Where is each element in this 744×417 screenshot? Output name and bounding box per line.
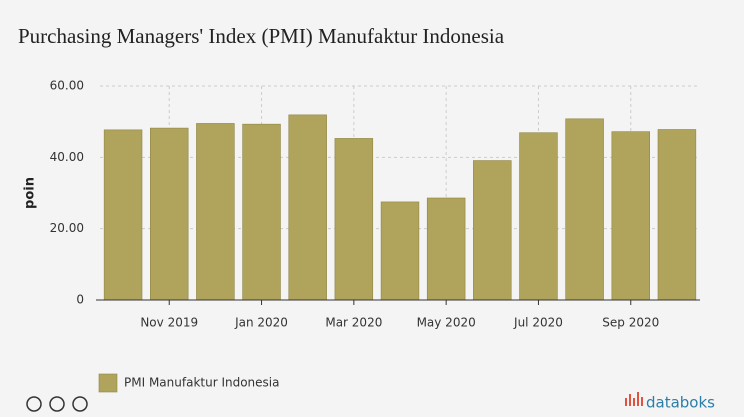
- chart-title: Purchasing Managers' Index (PMI) Manufak…: [18, 24, 505, 48]
- y-tick-label: 20.00: [50, 221, 84, 235]
- bar: [426, 197, 466, 301]
- x-tick-label: Nov 2019: [140, 316, 198, 330]
- bar: [380, 201, 420, 301]
- bar: [473, 160, 512, 301]
- cc-icons: [26, 396, 88, 412]
- bar: [150, 127, 189, 301]
- y-axis-label: poin: [23, 177, 38, 209]
- bar: [196, 123, 235, 301]
- y-tick-label: 40.00: [50, 150, 84, 164]
- x-tick-label: Jul 2020: [513, 316, 563, 330]
- y-tick-label: 0: [76, 293, 84, 307]
- legend-label: PMI Manufaktur Indonesia: [124, 376, 279, 390]
- x-tick-label: Sep 2020: [602, 316, 659, 330]
- x-tick-label: Mar 2020: [325, 316, 382, 330]
- bar: [611, 131, 650, 301]
- bar: [565, 118, 604, 301]
- x-tick-label: May 2020: [417, 316, 476, 330]
- bar: [242, 123, 281, 301]
- brand: databoks: [646, 394, 715, 412]
- bar: [657, 129, 697, 301]
- legend-swatch: [98, 373, 118, 393]
- y-tick-label: 60.00: [50, 79, 84, 93]
- x-tick-label: Jan 2020: [234, 316, 288, 330]
- bar: [103, 129, 143, 301]
- brand-icon: [625, 392, 643, 406]
- bar: [288, 114, 327, 301]
- bar: [519, 132, 558, 301]
- bar: [334, 138, 374, 301]
